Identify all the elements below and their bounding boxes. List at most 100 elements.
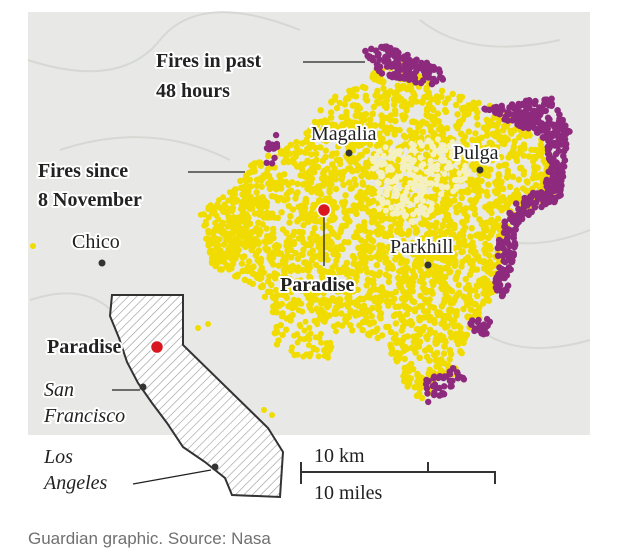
- fire-dot: [322, 134, 329, 141]
- fire-dot: [369, 304, 376, 312]
- fire-dot: [229, 230, 236, 237]
- fire-dot: [272, 179, 279, 187]
- fire-dot: [377, 315, 384, 322]
- fire-dot-light: [430, 144, 437, 150]
- fire-dot: [399, 275, 406, 282]
- fire-dot: [392, 219, 399, 227]
- recent-fire-dot: [263, 159, 270, 166]
- fire-dot: [538, 147, 545, 155]
- fire-dot: [229, 198, 236, 205]
- fire-dot: [254, 238, 262, 245]
- fire-dot-light: [375, 148, 382, 155]
- fire-dot: [294, 351, 301, 358]
- fire-dot: [265, 172, 273, 180]
- fire-dot: [440, 350, 448, 357]
- fire-dot: [348, 268, 355, 275]
- fire-dot: [537, 171, 544, 178]
- fire-dot: [361, 116, 368, 124]
- fire-dot: [380, 288, 387, 295]
- fire-dot: [253, 189, 260, 196]
- fire-dot-light: [380, 152, 387, 159]
- fire-dot: [474, 158, 482, 165]
- recent-fire-dot: [482, 106, 490, 113]
- fire-dot: [363, 318, 370, 326]
- fire-dot: [433, 219, 440, 226]
- fire-dot: [430, 106, 437, 114]
- fire-dot: [470, 153, 477, 160]
- fire-dot: [508, 130, 515, 137]
- fire-dot: [423, 151, 430, 158]
- fire-dot: [242, 176, 249, 183]
- recent-fire-dot: [396, 73, 404, 80]
- fire-dot: [207, 205, 214, 212]
- recent-fire-dot: [513, 218, 521, 226]
- place-label: Chico: [72, 231, 120, 253]
- fire-dot: [451, 224, 458, 232]
- fire-dot-light: [428, 200, 435, 207]
- fire-dot: [343, 134, 350, 141]
- fire-dot: [419, 128, 427, 136]
- fire-dot: [281, 197, 288, 204]
- fire-dot: [472, 106, 479, 113]
- fire-dot: [362, 239, 369, 246]
- fire-dot: [483, 188, 490, 196]
- fire-dot: [413, 337, 420, 345]
- recent-fire-dot: [556, 176, 563, 183]
- fire-dot: [332, 185, 340, 193]
- fire-dot: [407, 280, 414, 288]
- place-dot: [424, 261, 432, 269]
- fire-dot: [338, 301, 345, 309]
- fire-dot: [351, 102, 358, 109]
- fire-dot: [280, 148, 288, 155]
- fire-dot: [326, 224, 334, 232]
- fire-dot: [332, 93, 339, 100]
- fire-dot: [468, 203, 475, 210]
- fire-dot-light: [407, 201, 413, 207]
- fire-dot-light: [438, 183, 445, 190]
- recent-fire-dot: [552, 150, 560, 158]
- fire-dot: [330, 216, 337, 223]
- fire-dot: [433, 349, 441, 357]
- fire-dot: [402, 134, 409, 141]
- fire-dot: [367, 116, 374, 123]
- fire-dot: [30, 243, 36, 249]
- fire-dot: [423, 144, 431, 151]
- fire-dot: [382, 255, 390, 262]
- fire-dot: [485, 181, 492, 188]
- fire-dot: [400, 116, 407, 123]
- fire-dot: [354, 167, 361, 174]
- fire-dot: [362, 148, 369, 155]
- fire-dot: [452, 204, 460, 211]
- fire-dot: [423, 231, 431, 238]
- fire-dot: [373, 261, 381, 269]
- fire-dot: [289, 206, 297, 213]
- fire-dot: [462, 285, 470, 292]
- fire-dot: [394, 274, 402, 281]
- fire-dot: [390, 335, 398, 342]
- fire-dot-light: [388, 204, 395, 211]
- fire-dot: [342, 222, 350, 229]
- fire-dot: [542, 160, 549, 167]
- fire-dot: [255, 219, 262, 226]
- fire-dot: [289, 262, 296, 270]
- recent-fire-dot: [478, 330, 485, 337]
- recent-fire-dot: [498, 238, 506, 246]
- fire-dot: [349, 327, 356, 334]
- fire-dot: [391, 131, 398, 138]
- fire-dot: [320, 170, 327, 177]
- callout-label: 48 hours: [156, 80, 230, 102]
- fire-dot: [294, 180, 301, 188]
- fire-dot: [365, 173, 373, 180]
- fire-dot: [478, 219, 486, 226]
- fire-dot: [452, 101, 460, 109]
- fire-dot: [435, 118, 442, 125]
- fire-dot-light: [425, 137, 432, 144]
- fire-dot: [249, 280, 256, 287]
- fire-dot: [394, 241, 401, 249]
- fire-dot: [462, 205, 470, 212]
- fire-dot: [318, 175, 326, 182]
- fire-dot: [384, 265, 392, 272]
- fire-dot: [322, 147, 329, 154]
- fire-dot: [411, 273, 419, 280]
- fire-dot: [526, 132, 533, 139]
